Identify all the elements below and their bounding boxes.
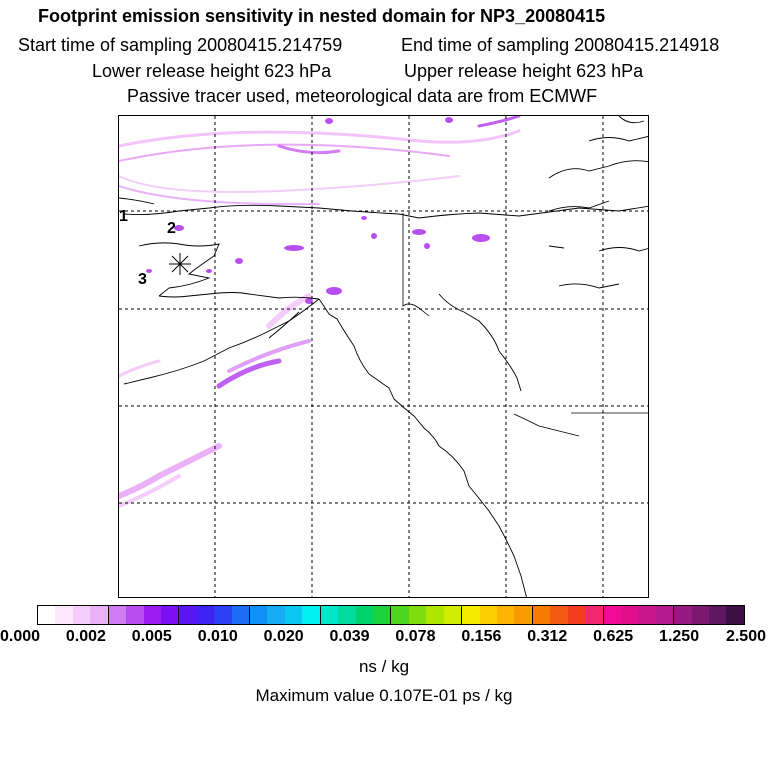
- upper-release-height-text: Upper release height 623 hPa: [404, 61, 644, 81]
- colorbar-segment: [72, 606, 91, 624]
- footprint-field: [119, 116, 521, 508]
- end-time-text: End time of sampling 20080415.214918: [401, 35, 720, 55]
- colorbar-segment: [620, 606, 639, 624]
- coastlines: [119, 116, 648, 597]
- colorbar-tick-label: 0.625: [593, 628, 634, 645]
- colorbar-tick-label: 0.078: [395, 628, 436, 645]
- colorbar-segment: [250, 606, 268, 624]
- colorbar-segment: [462, 606, 480, 624]
- maximum-value-text: Maximum value 0.107E-01 ps / kg: [255, 686, 513, 705]
- graticule: [119, 116, 648, 597]
- colorbar-segment: [691, 606, 710, 624]
- colorbar-tick-label: 0.020: [263, 628, 304, 645]
- colorbar-segment: [108, 606, 127, 624]
- colorbar-segment: [726, 606, 744, 624]
- colorbar-tick-label: 0.002: [65, 628, 106, 645]
- tracer-note: Passive tracer used, meteorological data…: [127, 86, 598, 106]
- colorbar-segment: [90, 606, 109, 624]
- colorbar-segment: [179, 606, 197, 624]
- colorbar-segment: [638, 606, 656, 624]
- colorbar-segment: [426, 606, 444, 624]
- plot-title: Footprint emission sensitivity in nested…: [38, 6, 606, 26]
- colorbar-segment: [585, 606, 604, 624]
- colorbar-segment: [38, 606, 56, 624]
- colorbar-tick-label: 2.500: [725, 628, 766, 645]
- colorbar-segment: [391, 606, 409, 624]
- footprint-map: [119, 116, 648, 597]
- colorbar-segment: [603, 606, 621, 624]
- colorbar-segment: [443, 606, 463, 624]
- colorbar-segment: [550, 606, 568, 624]
- colorbar-segment: [143, 606, 161, 624]
- colorbar-segment: [160, 606, 180, 624]
- colorbar-segment: [674, 606, 692, 624]
- start-time-text: Start time of sampling 20080415.214759: [18, 35, 343, 55]
- release-location-marker: [169, 253, 191, 275]
- colorbar-segment: [267, 606, 285, 624]
- colorbar-segment: [284, 606, 303, 624]
- colorbar: [37, 605, 745, 625]
- colorbar-tick-label: 1.250: [659, 628, 700, 645]
- colorbar-segment: [231, 606, 251, 624]
- colorbar-segment: [532, 606, 551, 624]
- marker-label-2: 2: [167, 220, 176, 237]
- colorbar-segment: [655, 606, 675, 624]
- colorbar-segment: [302, 606, 321, 624]
- colorbar-units: ns / kg: [358, 657, 410, 676]
- borders: [402, 213, 648, 414]
- colorbar-tick-label: 0.010: [197, 628, 238, 645]
- colorbar-segment: [320, 606, 339, 624]
- colorbar-tick-label: 0.000: [0, 628, 41, 645]
- colorbar-segment: [55, 606, 73, 624]
- colorbar-segment: [514, 606, 533, 624]
- map-frame: 1 2 3: [118, 115, 649, 598]
- colorbar-segment: [709, 606, 727, 624]
- colorbar-tick-label: 0.312: [527, 628, 568, 645]
- colorbar-segment: [214, 606, 232, 624]
- marker-label-1: 1: [119, 208, 128, 225]
- colorbar-segment: [479, 606, 497, 624]
- colorbar-segment: [126, 606, 144, 624]
- footprint-spots: [146, 117, 490, 304]
- colorbar-segment: [373, 606, 392, 624]
- colorbar-segment: [196, 606, 215, 624]
- colorbar-segment: [338, 606, 356, 624]
- colorbar-segment: [355, 606, 374, 624]
- lower-release-height-text: Lower release height 623 hPa: [92, 61, 332, 81]
- colorbar-segment: [408, 606, 427, 624]
- colorbar-tick-label: 0.039: [329, 628, 370, 645]
- colorbar-segment: [567, 606, 586, 624]
- marker-label-3: 3: [138, 271, 147, 288]
- colorbar-tick-labels: 0.000 0.002 0.005 0.010 0.020 0.039 0.078 0.156…: [0, 628, 768, 650]
- colorbar-tick-label: 0.156: [461, 628, 502, 645]
- colorbar-tick-label: 0.005: [131, 628, 172, 645]
- colorbar-segment: [496, 606, 515, 624]
